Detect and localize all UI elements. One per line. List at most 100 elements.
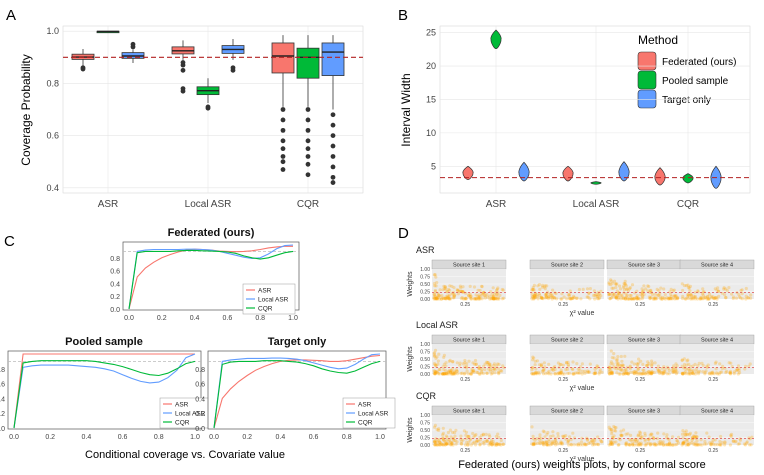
weight-point (749, 293, 753, 297)
weight-point (626, 372, 630, 376)
weight-point (650, 369, 654, 373)
weight-point (446, 287, 451, 292)
violin (490, 29, 502, 50)
weight-point (550, 294, 554, 298)
weight-point (610, 441, 614, 445)
weight-point (622, 282, 626, 286)
weight-point (543, 440, 547, 444)
y-tick-label: 0.75 (420, 421, 430, 427)
weight-point (635, 295, 639, 299)
weight-point (628, 293, 632, 298)
panel-b-legend: Method Federated (ours) Pooled sample Ta… (637, 33, 736, 109)
weight-point (716, 286, 720, 290)
weight-point (619, 354, 623, 359)
weight-point (648, 297, 652, 301)
weight-point (488, 294, 492, 298)
weight-point (549, 292, 553, 296)
weight-point (531, 295, 535, 299)
weight-point (433, 439, 437, 443)
weight-point (441, 433, 445, 437)
weight-point (435, 440, 439, 444)
weight-point (688, 433, 692, 437)
weight-point (671, 367, 676, 371)
weight-point (472, 297, 476, 301)
weight-point (434, 371, 438, 376)
weight-point (681, 441, 685, 445)
weight-point (551, 295, 555, 299)
weight-point (625, 293, 629, 297)
weight-point (585, 443, 589, 447)
weight-point (656, 368, 661, 372)
weight-point (611, 437, 615, 441)
weight-point (682, 441, 686, 445)
weight-point (448, 438, 452, 442)
weight-point (630, 283, 635, 287)
weight-point (583, 371, 587, 375)
weight-point (533, 371, 537, 375)
weight-point (468, 438, 472, 442)
facet-row-title: CQR (416, 391, 437, 401)
weight-point (537, 370, 541, 374)
weight-point (668, 441, 672, 445)
weight-point (704, 442, 708, 446)
weight-point (531, 442, 536, 446)
weight-point (497, 370, 501, 374)
weight-point (643, 443, 647, 447)
weight-point (535, 359, 540, 363)
weight-point (696, 364, 700, 368)
weight-point (612, 434, 616, 438)
outlier-point (330, 154, 336, 159)
weight-point (717, 372, 721, 376)
weight-point (494, 297, 498, 301)
weight-point (571, 372, 575, 376)
weight-point (711, 438, 715, 442)
weight-point (587, 370, 591, 374)
y-axis-label: Weights (407, 271, 414, 297)
box (321, 42, 345, 76)
weight-point (626, 289, 631, 293)
weight-point (724, 296, 728, 300)
weight-point (575, 371, 580, 375)
weight-point (632, 297, 636, 301)
weight-point (686, 358, 690, 362)
weight-point (586, 295, 590, 299)
weight-point (549, 372, 553, 376)
weight-point (569, 442, 573, 446)
weight-point (461, 297, 465, 301)
weight-point (749, 296, 753, 300)
weight-point (441, 443, 445, 447)
weight-point (474, 362, 478, 366)
weight-point (473, 297, 477, 301)
weight-point (717, 289, 721, 293)
weight-point (489, 440, 493, 444)
weight-point (650, 292, 655, 297)
weight-point (446, 430, 450, 435)
weight-point (445, 294, 449, 298)
weight-point (533, 363, 537, 367)
weight-point (580, 372, 584, 376)
weight-point (556, 371, 561, 375)
weight-point (633, 438, 638, 442)
weight-point (730, 292, 734, 296)
weight-point (693, 372, 698, 376)
weight-point (478, 438, 483, 442)
weight-point (434, 370, 438, 374)
weight-point (608, 442, 613, 446)
weight-point (712, 372, 716, 376)
weight-point (485, 292, 489, 297)
weight-point (478, 297, 482, 301)
weight-point (668, 297, 673, 301)
weight-point (532, 442, 536, 446)
weight-point (488, 369, 492, 373)
weight-point (667, 297, 672, 301)
weight-point (553, 291, 557, 295)
weight-point (674, 294, 678, 298)
weight-point (533, 438, 537, 442)
weight-point (594, 292, 598, 296)
weight-point (688, 289, 692, 293)
weight-point (491, 295, 495, 299)
weight-point (597, 372, 601, 376)
series-line (213, 354, 381, 429)
weight-point (481, 432, 485, 436)
weight-point (532, 372, 536, 376)
